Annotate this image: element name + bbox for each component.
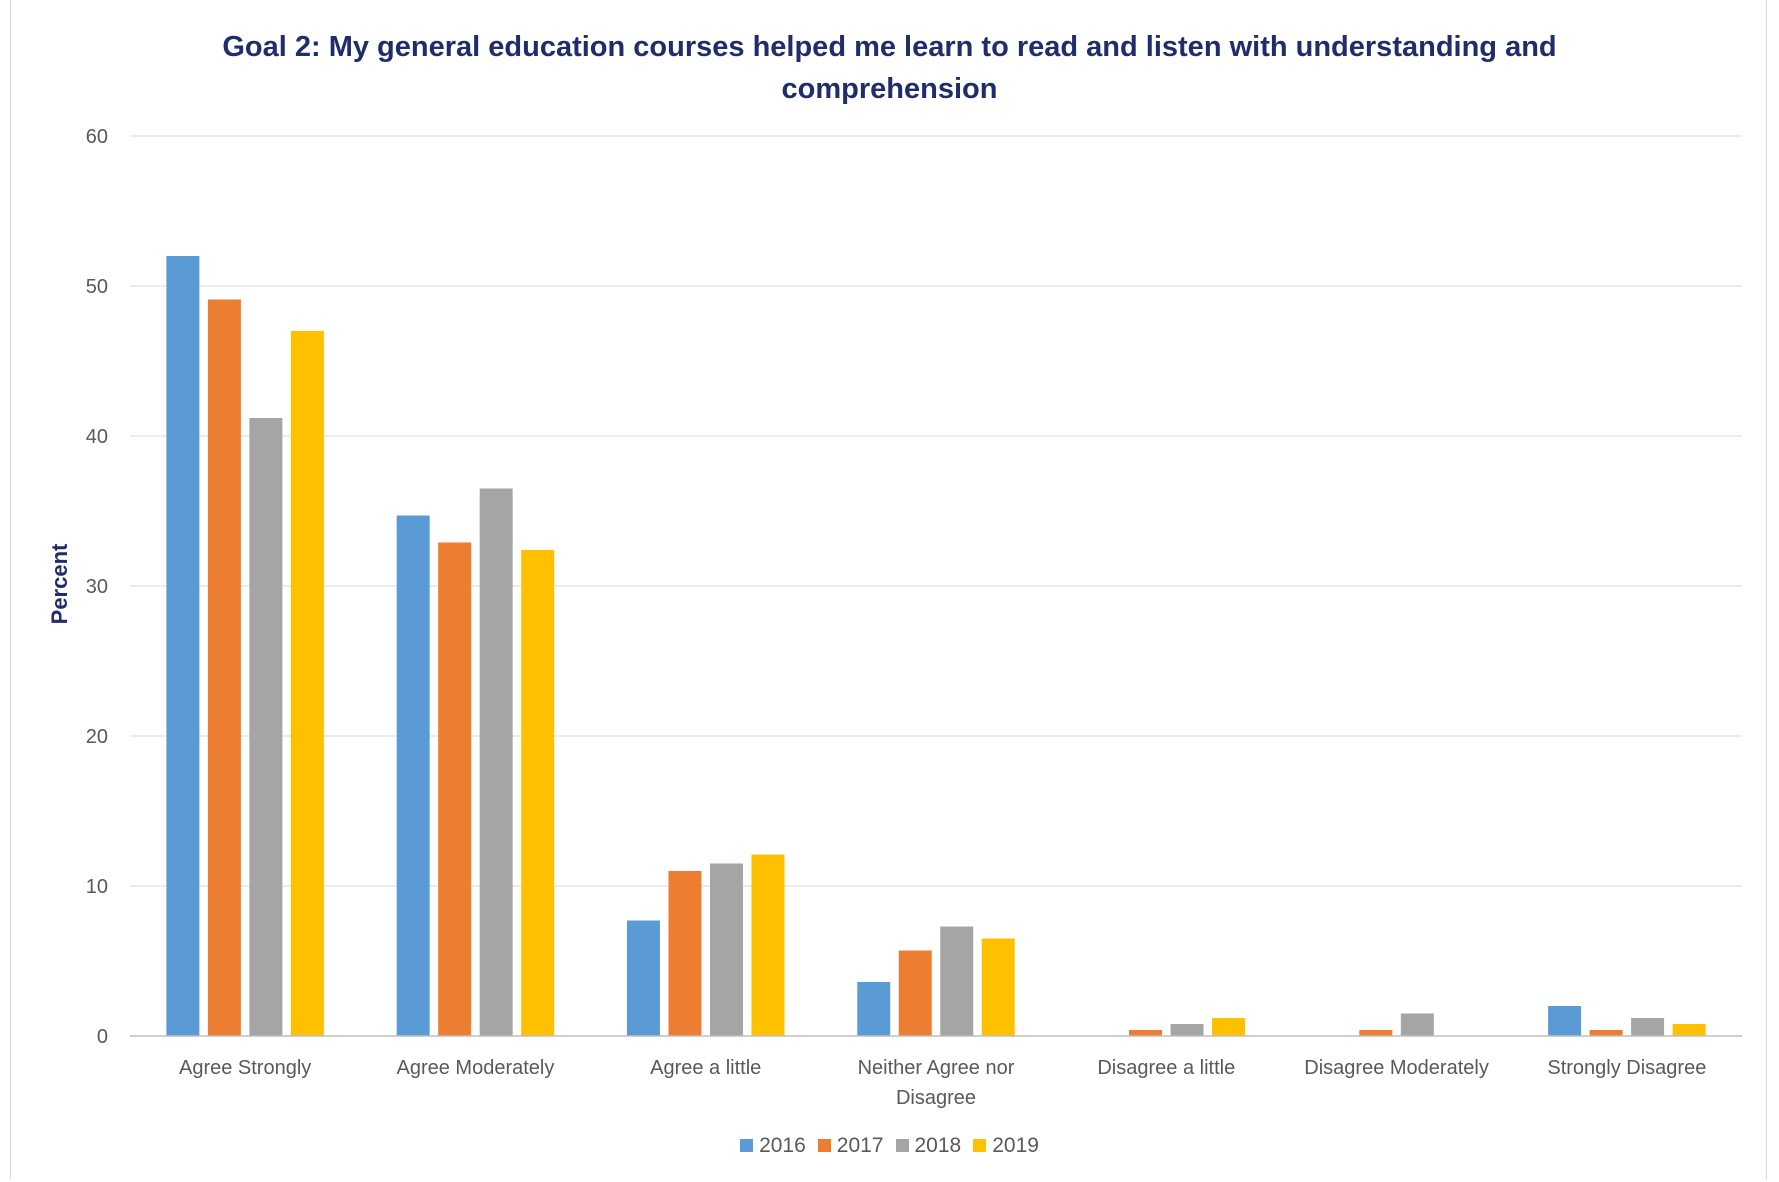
y-tick-label: 40 [86,426,108,448]
legend-swatch [740,1139,754,1152]
x-tick-label: Agree Strongly [179,1057,311,1079]
y-tick-label: 30 [86,576,108,598]
bar-2018-4 [1170,1024,1204,1036]
x-tick-label: Agree Moderately [396,1057,554,1079]
gridlines [130,135,1742,887]
bar-2016-6 [1548,1006,1582,1036]
y-tick-label: 0 [97,1026,108,1048]
legend-item-2018: 2018 [895,1134,962,1158]
bar-2019-4 [1212,1018,1246,1036]
bar-2017-5 [1359,1030,1393,1036]
bar-2016-1 [396,515,430,1036]
bar-2018-2 [709,863,743,1036]
legend-swatch [895,1139,909,1152]
bar-2017-3 [898,950,932,1036]
y-tick-label: 20 [86,726,108,748]
x-tick-label: Neither Agree nor Disagree [858,1057,1015,1109]
legend-item-2016: 2016 [740,1134,806,1158]
legend-label: 2019 [992,1134,1039,1157]
bar-2016-2 [626,920,660,1036]
x-tick-label: Agree a little [650,1057,761,1079]
y-tick-label: 60 [86,126,108,148]
y-tick-label: 50 [86,276,108,298]
legend-item-2017: 2017 [817,1134,884,1158]
legend-swatch [973,1139,987,1152]
bar-2019-1 [521,550,555,1036]
bar-2019-2 [751,854,785,1036]
bar-2017-6 [1589,1030,1623,1036]
legend-label: 2018 [914,1134,962,1157]
bar-2019-3 [981,938,1015,1036]
bar-2017-2 [668,871,702,1036]
bar-2018-3 [940,926,974,1036]
x-tick-label: Strongly Disagree [1547,1057,1706,1079]
bar-2017-1 [438,542,472,1036]
bar-2016-3 [857,982,891,1036]
x-axis-category-labels: Agree Strongly Agree Moderately Agree a li… [179,1057,1706,1109]
bar-2018-6 [1631,1018,1665,1036]
bar-2018-5 [1400,1013,1434,1036]
bar-2019-6 [1672,1024,1706,1036]
legend: 2016 2017 2018 2019 [0,1134,1779,1158]
x-tick-label: Disagree Moderately [1304,1057,1489,1079]
bar-2017-0 [207,299,241,1036]
chart-title: Goal 2: My general education courses hel… [222,31,1557,105]
bar-2018-1 [479,488,513,1036]
bar-2018-0 [249,418,283,1036]
legend-swatch [817,1139,831,1152]
bars [166,256,1706,1036]
y-tick-label: 10 [86,876,108,898]
bar-2019-0 [290,331,324,1036]
x-tick-label: Disagree a little [1097,1057,1235,1079]
bar-2017-4 [1129,1030,1163,1036]
y-axis-ticks: 0 10 20 30 40 50 60 [86,126,108,1048]
chart-frame [10,0,1767,1180]
legend-item-2019: 2019 [973,1134,1039,1158]
legend-label: 2016 [759,1134,806,1157]
bar-2016-0 [166,256,200,1036]
legend-label: 2017 [836,1134,884,1157]
